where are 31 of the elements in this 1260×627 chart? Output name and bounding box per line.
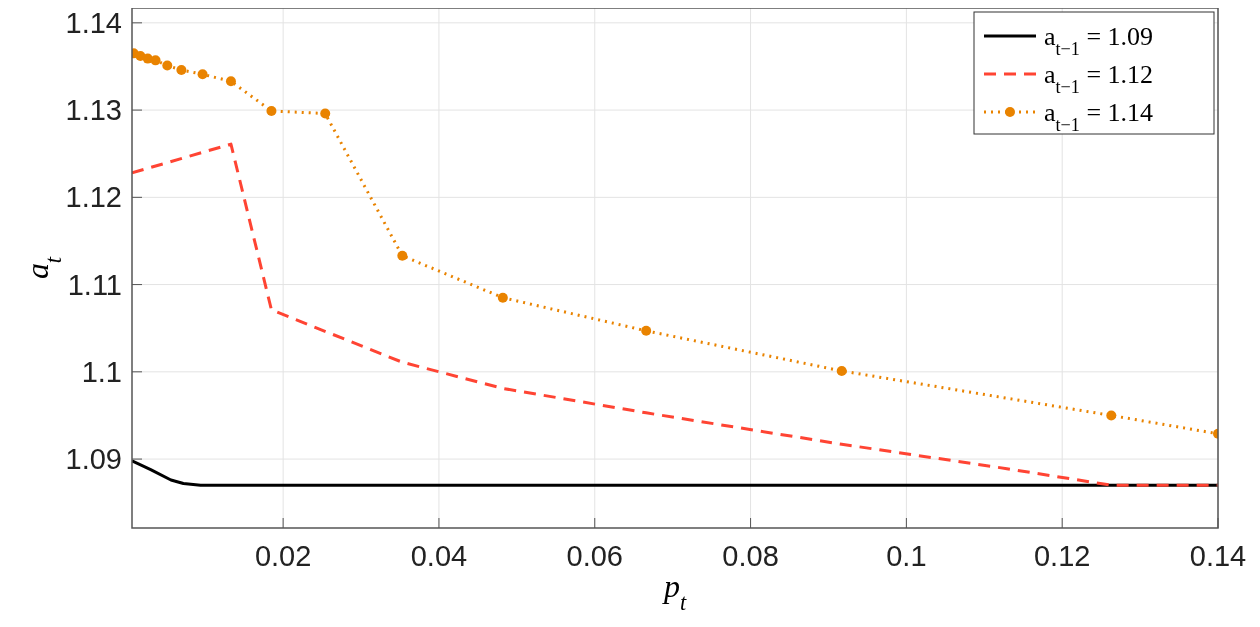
point bbox=[176, 64, 187, 75]
y-tick-label: 1.1 bbox=[81, 355, 122, 388]
x-tick-label: 0.06 bbox=[566, 540, 623, 572]
point bbox=[320, 108, 331, 119]
y-tick-label: 1.12 bbox=[65, 181, 122, 214]
point bbox=[1106, 410, 1117, 421]
x-tick-label: 0.12 bbox=[1033, 540, 1091, 572]
legend-label: a$_{t−1}$ = 1.12 bbox=[1044, 60, 1154, 97]
point bbox=[162, 60, 173, 71]
legend-label: a$_{t−1}$ = 1.14 bbox=[1044, 98, 1154, 135]
x-tick-label: 0.14 bbox=[1189, 540, 1247, 572]
point bbox=[641, 325, 652, 336]
y-tick-label: 1.09 bbox=[65, 443, 122, 476]
x-tick-label: 0.04 bbox=[410, 540, 468, 572]
point bbox=[397, 250, 408, 261]
x-tick-label: 0.08 bbox=[722, 540, 779, 572]
legend-label: a$_{t−1}$ = 1.09 bbox=[1044, 22, 1154, 59]
point bbox=[197, 69, 208, 80]
point bbox=[836, 365, 847, 376]
point bbox=[266, 105, 277, 116]
point bbox=[150, 55, 161, 66]
x-tick-label: 0.02 bbox=[254, 540, 312, 572]
point bbox=[135, 50, 146, 61]
point bbox=[497, 292, 508, 303]
point bbox=[225, 76, 236, 87]
y-tick-label: 1.13 bbox=[65, 94, 122, 127]
x-axis-title: p$_{t}$ bbox=[661, 568, 687, 615]
y-tick-label: 1.14 bbox=[65, 6, 122, 39]
y-tick-label: 1.11 bbox=[67, 268, 122, 301]
line-series bbox=[132, 459, 1218, 487]
x-tick-label: 0.1 bbox=[886, 540, 927, 572]
